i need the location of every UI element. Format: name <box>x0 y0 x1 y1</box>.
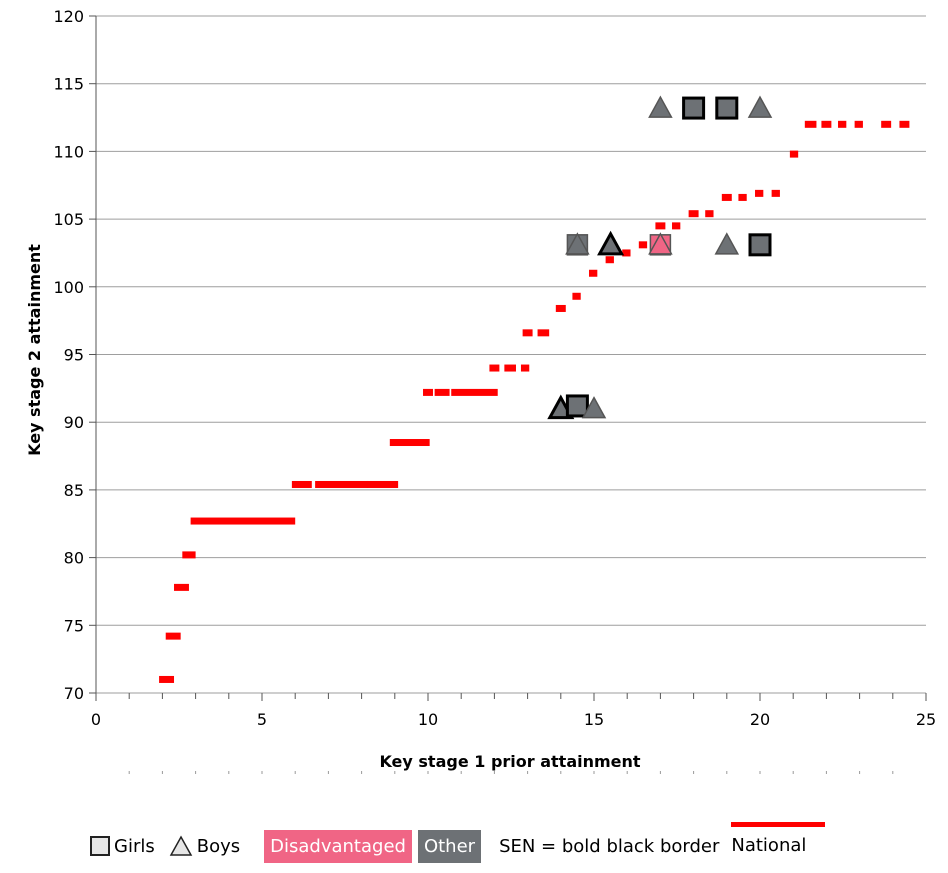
national-segment <box>655 222 666 230</box>
national-segment <box>174 583 189 591</box>
national-segment <box>537 329 550 337</box>
national-segment <box>366 480 399 488</box>
square-icon <box>90 836 110 856</box>
national-segment <box>821 120 832 128</box>
x-tick-label: 10 <box>418 710 438 729</box>
y-tick-label: 95 <box>64 346 84 365</box>
boy-marker <box>648 95 673 118</box>
national-segment <box>705 210 714 218</box>
triangle-icon <box>169 835 193 856</box>
national-segment <box>182 551 196 559</box>
national-segment <box>165 632 181 640</box>
national-series <box>159 120 910 683</box>
legend-disadvantaged-chip: Disadvantaged <box>264 829 412 863</box>
y-tick-label: 80 <box>64 549 84 568</box>
national-segment <box>771 189 780 197</box>
legend-national-label: National <box>731 835 807 856</box>
girl-marker <box>715 96 739 120</box>
y-tick-label: 110 <box>53 142 84 161</box>
axes: 70 75 80 85 90 95 100 105 110 115 120 0 5 10 15 20 25 <box>53 7 936 774</box>
chart-legend: Girls Boys Disadvantaged Other SEN = bol… <box>90 822 839 864</box>
national-segment <box>638 241 648 249</box>
national-segment <box>423 388 433 396</box>
girl-marker <box>682 96 706 120</box>
national-segment <box>721 193 732 201</box>
national-segment <box>504 364 516 372</box>
national-segment <box>854 120 863 128</box>
legend-other-chip: Other <box>417 829 482 863</box>
national-segment <box>520 364 530 372</box>
legend-other: Other <box>417 829 485 863</box>
legend-girls: Girls <box>90 836 155 857</box>
horizontal-gridlines <box>96 15 926 694</box>
girl-marker <box>748 233 772 257</box>
national-segment <box>738 193 747 201</box>
national-line-icon <box>731 822 826 827</box>
legend-girls-label: Girls <box>114 835 155 857</box>
legend-sen: SEN = bold black border <box>499 836 719 857</box>
y-tick-label: 105 <box>53 210 84 229</box>
national-segment <box>688 210 699 218</box>
y-tick-label: 115 <box>53 75 84 94</box>
y-tick-label: 85 <box>64 481 84 500</box>
national-segment <box>522 329 533 337</box>
legend-national: National <box>731 822 826 856</box>
x-tick-label: 15 <box>584 710 604 729</box>
y-tick-label: 70 <box>64 684 84 703</box>
boy-marker <box>648 232 673 255</box>
legend-sen-label: SEN = bold black border <box>499 835 720 857</box>
national-segment <box>881 120 892 128</box>
national-segment <box>572 292 581 300</box>
national-segment <box>589 269 598 277</box>
national-segment <box>755 189 764 197</box>
national-segment <box>838 120 847 128</box>
y-tick-label: 75 <box>64 616 84 635</box>
national-segment <box>389 439 430 447</box>
girl-marker <box>565 394 589 418</box>
national-segment <box>789 150 799 158</box>
national-segment <box>555 304 566 312</box>
national-segment <box>605 256 614 264</box>
boy-marker <box>565 232 590 255</box>
y-tick-label: 120 <box>53 7 84 26</box>
boy-marker <box>597 230 625 256</box>
national-segment <box>672 222 681 230</box>
national-segment <box>190 517 296 525</box>
x-tick-label: 20 <box>750 710 770 729</box>
boy-marker <box>747 95 773 118</box>
national-segment <box>899 120 910 128</box>
legend-disadvantaged: Disadvantaged <box>264 829 416 863</box>
national-segment <box>159 675 175 683</box>
national-segment <box>434 388 450 396</box>
x-tick-label: 5 <box>257 710 267 729</box>
pupil-markers <box>547 95 773 420</box>
legend-boys: Boys <box>169 835 240 857</box>
national-segment <box>315 480 369 488</box>
x-axis-title: Key stage 1 prior attainment <box>379 752 640 771</box>
legend-boys-label: Boys <box>196 835 241 857</box>
national-segment <box>622 249 631 257</box>
national-segment <box>291 480 312 488</box>
y-tick-label: 100 <box>53 278 84 297</box>
boy-marker <box>714 232 740 255</box>
y-tick-label: 90 <box>64 413 84 432</box>
x-tick-label: 25 <box>916 710 936 729</box>
national-segment <box>451 388 498 396</box>
y-axis-title: Key stage 2 attainment <box>25 244 44 456</box>
national-segment <box>489 364 500 372</box>
boy-marker <box>581 396 607 419</box>
national-segment <box>804 120 817 128</box>
x-tick-label: 0 <box>91 710 101 729</box>
